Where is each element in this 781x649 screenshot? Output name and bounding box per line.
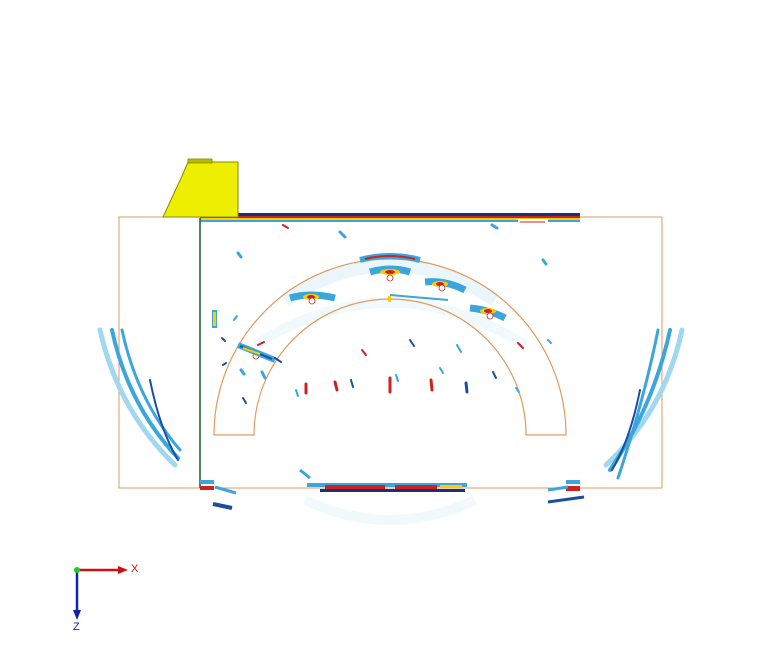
z-axis-label: Z xyxy=(73,621,80,633)
left-side-arc-echoes xyxy=(97,327,182,468)
groove-outline xyxy=(213,258,567,436)
left-diagonal-echo xyxy=(212,310,277,363)
radial-echo-ticks xyxy=(221,223,552,404)
top-surface-echo xyxy=(200,213,580,223)
weak-echo-field xyxy=(252,258,528,525)
ultrasonic-probe-icon[interactable] xyxy=(162,158,239,218)
right-side-arc-echoes xyxy=(603,327,685,480)
back-wall-echo xyxy=(200,468,585,510)
x-axis-label: X xyxy=(131,563,139,575)
axis-triad-icon xyxy=(73,566,128,620)
groove-arc-echoes xyxy=(252,253,507,360)
